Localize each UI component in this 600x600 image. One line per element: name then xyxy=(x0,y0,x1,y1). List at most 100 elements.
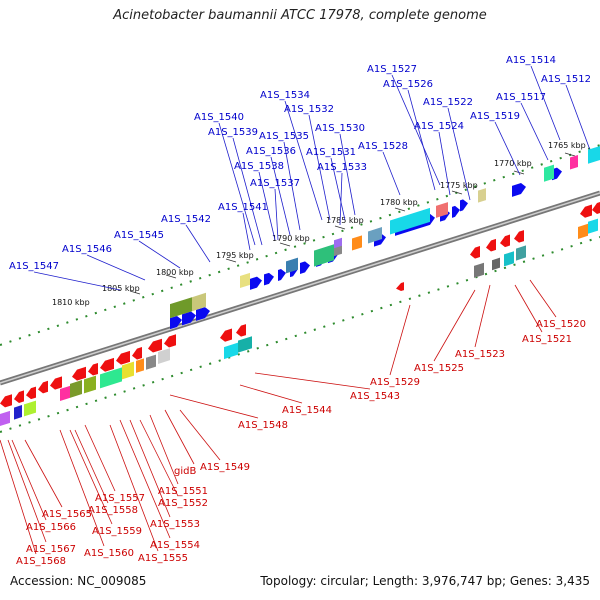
forward-gene-block[interactable] xyxy=(334,237,342,249)
forward-gene-label[interactable]: A1S_1517 xyxy=(496,92,546,103)
reverse-gene-arrow[interactable] xyxy=(38,380,48,394)
forward-gene-block[interactable] xyxy=(588,146,600,164)
reverse-gene-arrow[interactable] xyxy=(236,324,246,337)
reverse-gene-label[interactable]: A1S_1554 xyxy=(150,540,200,551)
reverse-gene-label[interactable]: A1S_1553 xyxy=(150,519,200,530)
forward-gene-arrow[interactable] xyxy=(182,311,196,326)
forward-gene-block[interactable] xyxy=(570,154,578,170)
reverse-gene-arrow[interactable] xyxy=(148,338,162,353)
forward-gene-arrow[interactable] xyxy=(250,276,262,290)
forward-gene-label[interactable]: A1S_1531 xyxy=(306,147,356,158)
reverse-gene-block[interactable] xyxy=(224,342,238,360)
reverse-gene-arrow[interactable] xyxy=(100,357,114,372)
reverse-gene-block[interactable] xyxy=(24,400,36,417)
reverse-gene-label[interactable]: A1S_1551 xyxy=(158,486,208,497)
forward-gene-arrow[interactable] xyxy=(300,261,310,274)
reverse-gene-block[interactable] xyxy=(122,361,134,380)
reverse-gene-arrow[interactable] xyxy=(470,246,480,259)
forward-gene-label[interactable]: A1S_1545 xyxy=(114,230,164,241)
reverse-gene-block[interactable] xyxy=(100,367,122,389)
forward-gene-block[interactable] xyxy=(170,297,192,319)
forward-gene-arrow[interactable] xyxy=(512,183,526,197)
reverse-gene-arrow[interactable] xyxy=(580,204,592,218)
reverse-gene-block[interactable] xyxy=(70,380,82,398)
reverse-gene-label[interactable]: A1S_1549 xyxy=(200,462,250,473)
forward-gene-label[interactable]: A1S_1528 xyxy=(358,141,408,152)
forward-gene-label[interactable]: A1S_1537 xyxy=(250,178,300,189)
forward-gene-label[interactable]: A1S_1519 xyxy=(470,111,520,122)
reverse-gene-label[interactable]: A1S_1552 xyxy=(158,498,208,509)
forward-gene-label[interactable]: A1S_1522 xyxy=(423,97,473,108)
reverse-gene-arrow[interactable] xyxy=(50,376,62,390)
forward-gene-label[interactable]: A1S_1538 xyxy=(234,161,284,172)
reverse-gene-block[interactable] xyxy=(136,358,144,373)
forward-gene-label[interactable]: A1S_1532 xyxy=(284,104,334,115)
reverse-gene-arrow[interactable] xyxy=(88,362,98,376)
reverse-gene-arrow[interactable] xyxy=(396,282,404,292)
forward-gene-label[interactable]: A1S_1514 xyxy=(506,55,556,66)
forward-gene-block[interactable] xyxy=(478,188,486,203)
forward-gene-label[interactable]: A1S_1536 xyxy=(246,146,296,157)
reverse-gene-label[interactable]: gidB xyxy=(174,466,196,477)
reverse-gene-arrow[interactable] xyxy=(514,230,524,243)
reverse-gene-arrow[interactable] xyxy=(0,394,12,408)
reverse-gene-label[interactable]: A1S_1568 xyxy=(16,556,66,567)
forward-gene-label[interactable]: A1S_1527 xyxy=(367,64,417,75)
reverse-gene-label[interactable]: A1S_1548 xyxy=(238,420,288,431)
reverse-gene-label[interactable]: A1S_1523 xyxy=(455,349,505,360)
reverse-gene-arrow[interactable] xyxy=(220,328,232,342)
reverse-gene-block[interactable] xyxy=(516,245,526,261)
forward-gene-label[interactable]: A1S_1535 xyxy=(259,131,309,142)
forward-gene-block[interactable] xyxy=(192,292,206,312)
forward-gene-label[interactable]: A1S_1540 xyxy=(194,112,244,123)
forward-gene-block[interactable] xyxy=(352,235,362,251)
forward-gene-label[interactable]: A1S_1546 xyxy=(62,244,112,255)
reverse-gene-arrow[interactable] xyxy=(592,201,600,214)
reverse-gene-block[interactable] xyxy=(60,385,70,401)
forward-gene-block[interactable] xyxy=(436,202,448,218)
reverse-gene-arrow[interactable] xyxy=(500,234,510,248)
forward-gene-label[interactable]: A1S_1534 xyxy=(260,90,310,101)
forward-gene-arrow[interactable] xyxy=(170,315,182,330)
reverse-gene-arrow[interactable] xyxy=(164,334,176,348)
forward-gene-block[interactable] xyxy=(314,244,334,267)
reverse-gene-block[interactable] xyxy=(504,251,514,267)
forward-gene-block[interactable] xyxy=(544,164,554,182)
forward-gene-block[interactable] xyxy=(390,207,430,235)
forward-gene-block[interactable] xyxy=(368,227,382,244)
reverse-gene-label[interactable]: A1S_1560 xyxy=(84,548,134,559)
forward-gene-label[interactable]: A1S_1542 xyxy=(161,214,211,225)
forward-gene-arrow[interactable] xyxy=(460,199,468,212)
reverse-gene-label[interactable]: A1S_1529 xyxy=(370,377,420,388)
forward-gene-label[interactable]: A1S_1547 xyxy=(9,261,59,272)
reverse-gene-label[interactable]: A1S_1566 xyxy=(26,522,76,533)
reverse-gene-block[interactable] xyxy=(238,336,252,353)
forward-gene-label[interactable]: A1S_1526 xyxy=(383,79,433,90)
reverse-gene-label[interactable]: A1S_1555 xyxy=(138,553,188,564)
forward-gene-arrow[interactable] xyxy=(278,269,286,281)
reverse-gene-block[interactable] xyxy=(492,257,500,271)
reverse-gene-label[interactable]: A1S_1525 xyxy=(414,363,464,374)
reverse-gene-label[interactable]: A1S_1559 xyxy=(92,526,142,537)
forward-gene-arrow[interactable] xyxy=(452,205,460,218)
reverse-gene-block[interactable] xyxy=(158,348,170,364)
reverse-gene-label[interactable]: A1S_1565 xyxy=(42,509,92,520)
forward-gene-label[interactable]: A1S_1533 xyxy=(317,162,367,173)
reverse-gene-label[interactable]: A1S_1558 xyxy=(88,505,138,516)
forward-gene-label[interactable]: A1S_1539 xyxy=(208,127,258,138)
reverse-gene-arrow[interactable] xyxy=(486,238,496,252)
reverse-gene-arrow[interactable] xyxy=(72,366,86,381)
reverse-gene-label[interactable]: A1S_1520 xyxy=(536,319,586,330)
forward-gene-label[interactable]: A1S_1512 xyxy=(541,74,591,85)
reverse-gene-label[interactable]: A1S_1567 xyxy=(26,544,76,555)
reverse-gene-block[interactable] xyxy=(578,223,588,239)
forward-gene-arrow[interactable] xyxy=(552,167,562,181)
reverse-gene-label[interactable]: A1S_1543 xyxy=(350,391,400,402)
reverse-gene-label[interactable]: A1S_1557 xyxy=(95,493,145,504)
reverse-gene-block[interactable] xyxy=(146,354,156,370)
forward-gene-arrow[interactable] xyxy=(264,272,274,286)
forward-gene-block[interactable] xyxy=(286,257,298,274)
reverse-gene-arrow[interactable] xyxy=(14,390,24,403)
reverse-gene-arrow[interactable] xyxy=(116,350,130,365)
reverse-gene-block[interactable] xyxy=(14,405,22,420)
